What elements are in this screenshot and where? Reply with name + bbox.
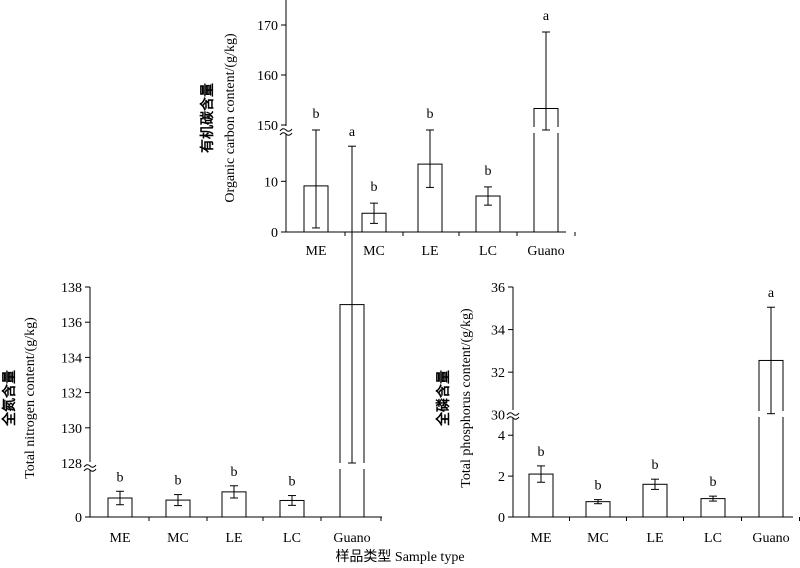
y-axis-label-en: Total nitrogen content/(g/kg) (23, 317, 38, 479)
y-tick-label: 2 (498, 470, 505, 485)
significance-label: b (117, 470, 124, 485)
category-label: ME (110, 531, 131, 546)
category-label: MC (363, 244, 385, 259)
chart-panel-1: b ME b MC b LE b LC a Guano 0 10 150 160 170 有机碳含量 Organ… (199, 0, 576, 259)
y-axis-label-cn: 全氮含量 (1, 370, 18, 427)
category-label: MC (587, 531, 609, 546)
significance-label: a (543, 9, 550, 24)
y-tick-label: 10 (264, 175, 278, 190)
category-label: LC (704, 531, 722, 546)
significance-label: b (595, 479, 602, 494)
y-tick-label: 130 (61, 422, 82, 437)
significance-label: b (652, 458, 659, 473)
y-tick-label: 4 (498, 429, 505, 444)
y-tick-label: 0 (271, 226, 278, 241)
chart-panel-3: b ME b MC b LE b LC a Guano 0 2 4 30 32 34 36 全磷含量 Total p… (435, 281, 800, 546)
bar-break-gap-guano (339, 463, 365, 469)
y-axis-label-cn: 有机碳含量 (199, 83, 216, 153)
significance-label: b (175, 474, 182, 489)
category-label: ME (306, 244, 327, 259)
significance-label: b (710, 475, 717, 490)
y-tick-label: 160 (257, 69, 278, 84)
y-tick-label: 0 (75, 511, 82, 526)
category-label: Guano (752, 531, 789, 546)
y-tick-label: 30 (491, 409, 505, 424)
category-label: LC (283, 531, 301, 546)
significance-label: b (371, 180, 378, 195)
y-tick-label: 132 (61, 387, 82, 402)
category-label: LE (646, 531, 663, 546)
axis-break-1-mark-bottom (279, 132, 293, 136)
significance-label: a (768, 286, 775, 301)
axis-break-2-mark-bottom (83, 468, 97, 472)
significance-label: b (289, 475, 296, 490)
category-label: LE (225, 531, 242, 546)
significance-label: b (313, 107, 320, 122)
significance-label: b (427, 107, 434, 122)
y-tick-label: 134 (61, 351, 82, 366)
category-label: ME (531, 531, 552, 546)
significance-label: b (538, 445, 545, 460)
y-tick-label: 150 (257, 119, 278, 134)
y-tick-label: 36 (491, 281, 505, 296)
y-tick-label: 136 (61, 316, 82, 331)
y-tick-label: 34 (491, 324, 505, 339)
category-label: Guano (527, 244, 564, 259)
axis-break-2-mark-top (83, 464, 97, 468)
y-axis-label-cn: 全磷含量 (435, 370, 452, 427)
y-axis-label-en: Total phosphorus content/(g/kg) (459, 308, 474, 488)
y-tick-label: 138 (61, 281, 82, 296)
significance-label: b (485, 164, 492, 179)
y-tick-label: 128 (61, 457, 82, 472)
y-axis-label-en: Organic carbon content/(g/kg) (223, 33, 238, 203)
category-label: LC (479, 244, 497, 259)
y-tick-label: 0 (498, 511, 505, 526)
category-label: LE (421, 244, 438, 259)
axis-break-3-mark-bottom (506, 416, 520, 420)
x-axis-label: 样品类型 Sample type (335, 549, 464, 565)
y-tick-label: 32 (491, 366, 505, 381)
y-tick-label: 170 (257, 19, 278, 34)
axis-break-1-mark-top (279, 128, 293, 132)
chart-panel-2: b ME b MC b LE b LC a Guano 0 128 130 132 134 136 138 全氮含… (1, 125, 382, 546)
significance-label: b (231, 465, 238, 480)
category-label: MC (167, 531, 189, 546)
category-label: Guano (333, 531, 370, 546)
significance-label: a (349, 125, 356, 140)
axis-break-3-mark-top (506, 412, 520, 416)
